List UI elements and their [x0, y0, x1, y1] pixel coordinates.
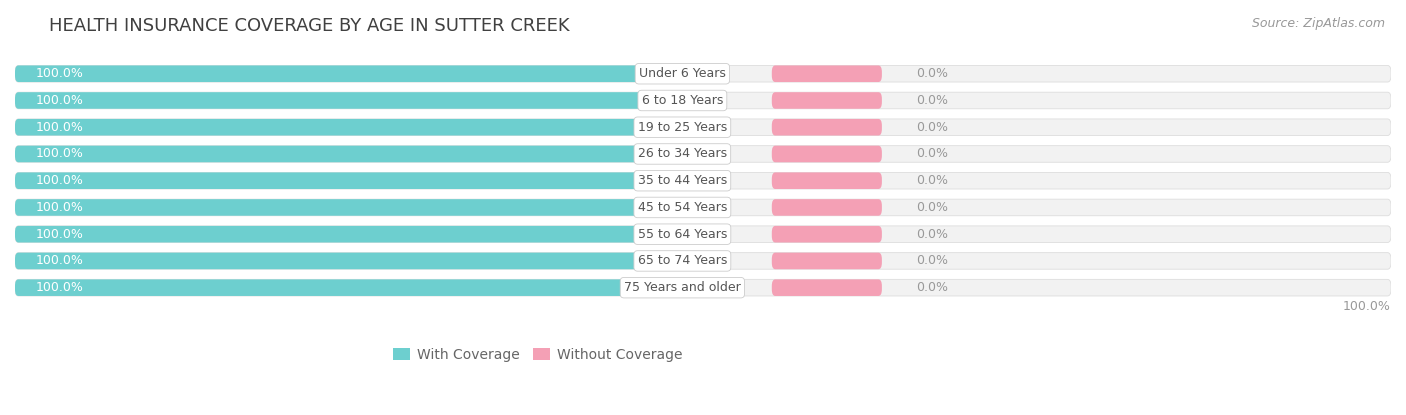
Text: 0.0%: 0.0% — [917, 281, 948, 294]
Text: 0.0%: 0.0% — [917, 94, 948, 107]
FancyBboxPatch shape — [15, 146, 1391, 162]
FancyBboxPatch shape — [15, 92, 1391, 109]
FancyBboxPatch shape — [15, 279, 1391, 296]
Text: 0.0%: 0.0% — [917, 147, 948, 161]
Text: 100.0%: 100.0% — [35, 94, 83, 107]
FancyBboxPatch shape — [15, 66, 1391, 82]
FancyBboxPatch shape — [772, 253, 882, 269]
Text: HEALTH INSURANCE COVERAGE BY AGE IN SUTTER CREEK: HEALTH INSURANCE COVERAGE BY AGE IN SUTT… — [49, 17, 569, 34]
Text: Source: ZipAtlas.com: Source: ZipAtlas.com — [1251, 17, 1385, 29]
FancyBboxPatch shape — [15, 119, 648, 136]
Text: 100.0%: 100.0% — [35, 121, 83, 134]
FancyBboxPatch shape — [772, 199, 882, 216]
Text: 100.0%: 100.0% — [35, 174, 83, 187]
Text: 100.0%: 100.0% — [35, 201, 83, 214]
FancyBboxPatch shape — [15, 172, 648, 189]
FancyBboxPatch shape — [772, 119, 882, 136]
Text: Under 6 Years: Under 6 Years — [638, 67, 725, 80]
Text: 100.0%: 100.0% — [35, 254, 83, 267]
Text: 0.0%: 0.0% — [917, 201, 948, 214]
FancyBboxPatch shape — [772, 226, 882, 242]
FancyBboxPatch shape — [15, 199, 648, 216]
Text: 55 to 64 Years: 55 to 64 Years — [638, 228, 727, 241]
Text: 100.0%: 100.0% — [35, 147, 83, 161]
Text: 45 to 54 Years: 45 to 54 Years — [638, 201, 727, 214]
FancyBboxPatch shape — [772, 279, 882, 296]
FancyBboxPatch shape — [15, 119, 1391, 136]
FancyBboxPatch shape — [15, 146, 648, 162]
Text: 100.0%: 100.0% — [35, 67, 83, 80]
FancyBboxPatch shape — [15, 226, 648, 242]
FancyBboxPatch shape — [772, 172, 882, 189]
Text: 100.0%: 100.0% — [35, 281, 83, 294]
FancyBboxPatch shape — [772, 66, 882, 82]
Text: 0.0%: 0.0% — [917, 67, 948, 80]
Text: 26 to 34 Years: 26 to 34 Years — [638, 147, 727, 161]
FancyBboxPatch shape — [15, 279, 648, 296]
FancyBboxPatch shape — [15, 253, 1391, 269]
FancyBboxPatch shape — [15, 92, 648, 109]
Text: 35 to 44 Years: 35 to 44 Years — [638, 174, 727, 187]
FancyBboxPatch shape — [15, 199, 1391, 216]
Text: 100.0%: 100.0% — [35, 228, 83, 241]
FancyBboxPatch shape — [15, 226, 1391, 242]
Text: 0.0%: 0.0% — [917, 228, 948, 241]
FancyBboxPatch shape — [772, 146, 882, 162]
Text: 0.0%: 0.0% — [917, 254, 948, 267]
Text: 100.0%: 100.0% — [1343, 300, 1391, 313]
Legend: With Coverage, Without Coverage: With Coverage, Without Coverage — [394, 348, 682, 362]
Text: 0.0%: 0.0% — [917, 121, 948, 134]
Text: 65 to 74 Years: 65 to 74 Years — [638, 254, 727, 267]
Text: 6 to 18 Years: 6 to 18 Years — [641, 94, 723, 107]
Text: 75 Years and older: 75 Years and older — [624, 281, 741, 294]
FancyBboxPatch shape — [15, 253, 648, 269]
Text: 0.0%: 0.0% — [917, 174, 948, 187]
FancyBboxPatch shape — [15, 172, 1391, 189]
FancyBboxPatch shape — [15, 66, 648, 82]
FancyBboxPatch shape — [772, 92, 882, 109]
Text: 19 to 25 Years: 19 to 25 Years — [638, 121, 727, 134]
